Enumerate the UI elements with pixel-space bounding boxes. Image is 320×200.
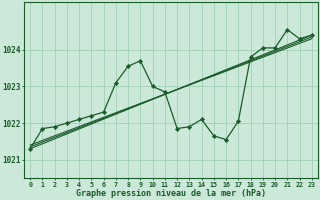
X-axis label: Graphe pression niveau de la mer (hPa): Graphe pression niveau de la mer (hPa) [76,189,266,198]
